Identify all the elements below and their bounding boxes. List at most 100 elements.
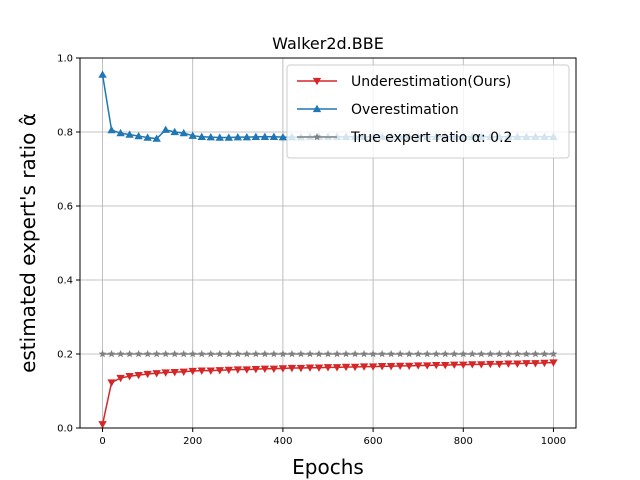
data-point [360,350,368,358]
data-point [315,350,323,358]
data-point [287,364,297,373]
data-point [215,367,224,375]
data-point [143,370,152,379]
data-point [540,350,549,358]
data-point [477,350,486,358]
data-point [188,131,197,139]
legend-box [286,64,570,159]
data-point [359,363,369,371]
data-point [107,350,116,358]
data-point [486,360,495,369]
data-point [387,350,395,358]
data-point [170,368,179,377]
data-point [288,350,296,358]
y-tick-label: 0.0 [57,424,73,435]
data-point [143,350,152,358]
data-point [197,132,206,140]
data-point [332,364,342,372]
data-point [423,350,431,358]
data-point [161,369,170,377]
data-point [233,366,243,374]
data-point [351,350,359,358]
series-0 [98,359,558,429]
data-point [297,350,305,358]
data-point [306,350,314,358]
data-point [486,350,495,358]
data-point [441,350,450,358]
data-point [152,134,161,142]
data-point [243,350,251,358]
data-point [378,350,386,358]
data-point [98,350,107,358]
legend-marker [313,133,321,141]
data-point [179,128,188,137]
x-axis-label: Epochs [292,455,364,479]
data-point [495,350,504,358]
data-point [323,364,333,372]
data-point [413,362,423,370]
data-point [233,132,243,141]
data-point [522,350,531,358]
data-point [549,350,558,358]
data-point [513,350,522,358]
data-point [261,350,269,358]
legend-label: Overestimation [351,102,459,118]
y-tick-label: 0.2 [57,350,73,361]
data-point [513,360,522,368]
data-point [278,132,288,141]
data-point [251,132,261,140]
data-point [134,350,143,358]
data-point [152,350,161,358]
y-tick-label: 0.8 [57,128,73,139]
data-point [386,363,396,371]
data-point [314,364,324,372]
data-point [522,360,531,368]
data-point [450,350,459,358]
data-point [468,361,477,369]
data-point [134,131,143,140]
data-point [225,350,233,358]
data-point [116,374,125,383]
data-point [531,360,540,368]
data-point [251,366,261,374]
data-point [98,421,107,429]
data-point [377,363,387,371]
data-point [107,379,116,387]
y-tick-label: 0.6 [57,202,73,213]
data-point [270,350,278,358]
data-point [206,132,215,141]
chart-title: Walker2d.BBE [272,34,384,53]
data-point [278,365,288,373]
data-point [414,350,422,358]
data-point [423,362,432,370]
data-point [368,363,378,371]
data-point [260,365,270,373]
data-point [269,132,279,140]
series-2 [98,350,558,358]
data-point [215,133,224,141]
data-point [234,350,242,358]
data-point [242,366,252,374]
data-point [179,368,188,376]
data-point [468,350,477,358]
data-point [125,350,134,358]
data-point [125,373,134,381]
plot-frame [79,57,577,429]
legend-entry: True expert ratio α: 0.2 [297,130,512,146]
data-point [215,350,224,358]
data-point [197,367,206,375]
data-point [341,363,351,372]
data-point [396,350,404,358]
x-tick-label: 600 [364,436,383,447]
data-point [495,360,504,369]
x-tick-label: 0 [99,436,105,447]
data-point [450,361,459,369]
data-point [342,350,350,358]
data-point [459,350,468,358]
data-point [188,350,197,358]
data-point [504,360,513,368]
data-point [224,133,233,141]
data-point [260,132,270,140]
data-point [269,365,279,373]
